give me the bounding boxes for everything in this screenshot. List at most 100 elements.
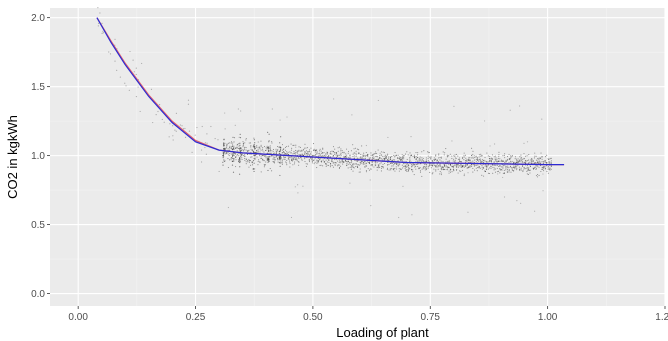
data-point <box>254 154 256 156</box>
data-point <box>225 152 228 155</box>
data-point <box>511 155 513 157</box>
data-point <box>403 156 405 159</box>
data-point <box>355 150 357 152</box>
data-point <box>335 162 337 164</box>
data-point <box>248 161 250 163</box>
data-point <box>523 142 525 145</box>
data-point <box>230 148 232 150</box>
data-point <box>423 166 425 168</box>
y-tick-label: 1.5 <box>31 82 45 93</box>
data-point <box>284 156 286 158</box>
data-point <box>461 169 464 171</box>
data-point <box>423 150 425 152</box>
data-point <box>414 164 416 166</box>
data-point <box>427 165 429 167</box>
data-point <box>437 166 439 168</box>
data-point <box>409 162 411 165</box>
data-point <box>379 163 381 165</box>
data-point <box>355 152 357 154</box>
data-point <box>281 159 283 161</box>
data-point <box>362 163 364 165</box>
data-point <box>228 159 231 161</box>
data-point <box>274 156 276 158</box>
data-point <box>528 154 530 156</box>
data-point <box>222 161 224 163</box>
data-point <box>232 145 234 147</box>
data-point <box>128 89 130 91</box>
data-point <box>341 159 343 161</box>
data-point <box>507 165 509 167</box>
data-point <box>242 141 244 143</box>
data-point <box>421 151 423 153</box>
data-point <box>494 159 496 161</box>
data-point <box>309 155 311 157</box>
data-point <box>537 173 539 176</box>
data-point <box>230 141 233 143</box>
data-point <box>536 161 539 164</box>
data-point <box>481 160 483 162</box>
data-point <box>373 155 375 157</box>
data-point <box>440 166 442 168</box>
data-point <box>365 165 367 167</box>
data-point <box>262 150 264 152</box>
data-point <box>493 143 496 145</box>
data-point <box>275 155 278 157</box>
data-point <box>332 162 334 164</box>
data-point <box>539 162 541 165</box>
data-point <box>471 164 473 166</box>
data-point <box>227 142 229 144</box>
data-point <box>427 161 429 163</box>
data-point <box>377 159 379 161</box>
data-point <box>498 165 500 168</box>
data-point <box>502 172 504 174</box>
data-point <box>310 152 312 154</box>
data-point <box>371 163 373 166</box>
data-point <box>427 151 429 153</box>
data-point <box>473 155 475 157</box>
data-point <box>157 110 159 113</box>
x-tick-label: 0.75 <box>421 312 441 323</box>
data-point <box>367 155 369 157</box>
data-point <box>311 159 313 161</box>
data-point <box>240 147 242 149</box>
data-point <box>329 152 331 154</box>
data-point <box>483 175 485 177</box>
data-point <box>331 159 333 161</box>
data-point <box>284 146 287 148</box>
data-point <box>309 154 311 156</box>
data-point <box>409 159 411 161</box>
data-point <box>477 164 479 166</box>
data-point <box>438 153 440 155</box>
data-point <box>230 159 232 161</box>
data-point <box>340 161 342 163</box>
data-point <box>547 158 549 160</box>
data-point <box>286 159 288 162</box>
data-point <box>224 153 226 155</box>
data-point <box>376 158 378 161</box>
data-point <box>411 214 413 216</box>
data-point <box>349 154 351 156</box>
data-point <box>478 154 480 156</box>
data-point <box>440 172 442 174</box>
data-point <box>271 142 273 144</box>
data-point <box>254 168 256 170</box>
data-point <box>274 152 276 154</box>
data-point <box>243 150 245 152</box>
data-point <box>472 171 474 173</box>
data-point <box>526 173 528 175</box>
data-point <box>382 167 384 169</box>
y-tick-label: 0.0 <box>31 289 45 300</box>
data-point <box>482 166 484 168</box>
data-point <box>320 150 322 152</box>
data-point <box>453 105 455 107</box>
data-point <box>485 161 487 163</box>
data-point <box>527 159 530 161</box>
data-point <box>229 142 231 144</box>
data-point <box>235 152 237 154</box>
data-point <box>419 170 422 172</box>
data-point <box>461 157 464 160</box>
data-point <box>472 156 474 158</box>
data-point <box>371 155 373 157</box>
data-point <box>513 165 515 167</box>
data-point <box>352 155 354 157</box>
